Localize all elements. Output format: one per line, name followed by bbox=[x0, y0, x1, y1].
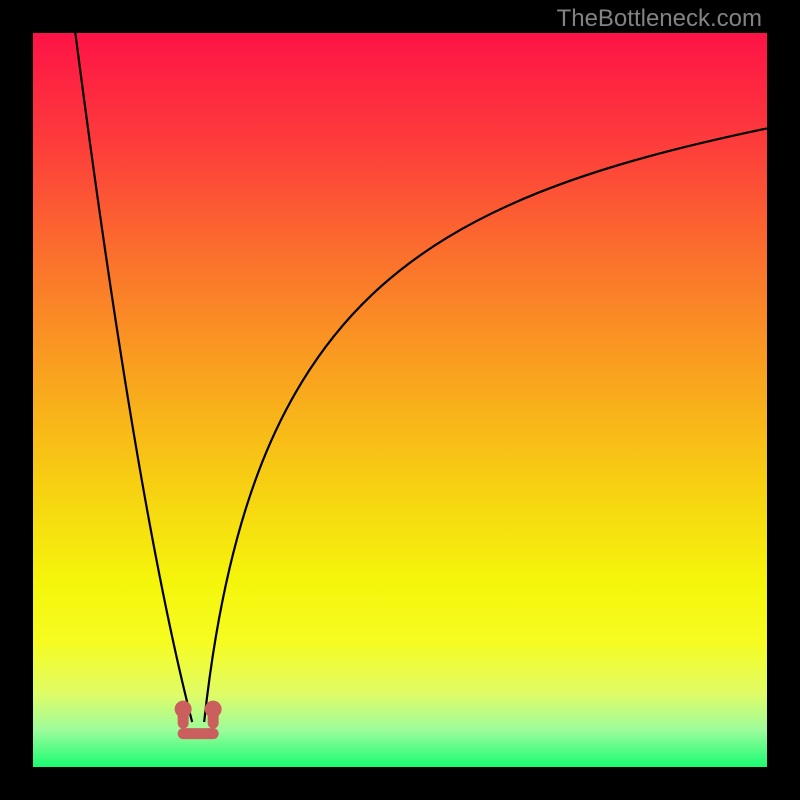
notch-u-base bbox=[178, 728, 219, 739]
notch-dot bbox=[175, 701, 192, 718]
curve-branch bbox=[204, 128, 767, 722]
watermark-text: TheBottleneck.com bbox=[557, 5, 762, 33]
resonance-curve bbox=[33, 33, 767, 767]
curve-branch bbox=[66, 0, 192, 722]
notch-dot bbox=[205, 701, 222, 718]
plot-area bbox=[33, 33, 767, 767]
